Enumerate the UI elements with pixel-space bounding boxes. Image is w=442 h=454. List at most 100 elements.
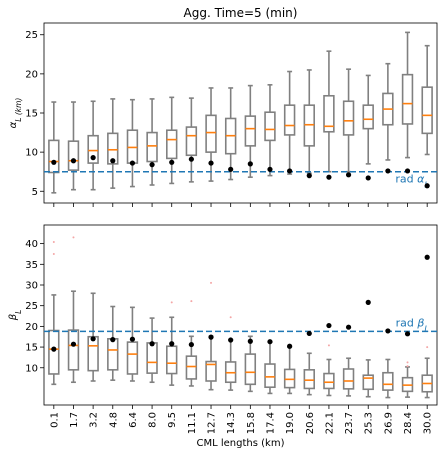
box-17.4 <box>265 85 275 176</box>
iqr-box <box>186 127 196 155</box>
box-0.1 <box>49 295 59 384</box>
x-tick-label: 30.0 <box>423 412 434 434</box>
estimate-point <box>130 337 135 342</box>
estimate-point <box>287 168 292 173</box>
y-tick-label: 15 <box>25 109 38 120</box>
x-tick-label: 25.3 <box>364 412 375 434</box>
box-12.7 <box>206 88 216 181</box>
y-tick-label: 20 <box>25 322 38 333</box>
box-20.6 <box>304 70 314 173</box>
panel-2: 10 15 20 25 30 35 40 βL 0.1 1.7 3.2 4.8 6.4 8.0 9.5 11.… <box>8 225 437 449</box>
estimate-point <box>366 300 371 305</box>
iqr-box <box>344 101 354 135</box>
box-22.1 <box>324 359 334 395</box>
iqr-box <box>363 105 373 128</box>
estimate-point <box>91 336 96 341</box>
y-tick-label: 5 <box>32 187 38 198</box>
iqr-box <box>245 116 255 146</box>
iqr-box <box>245 354 255 384</box>
x-tick-label: 20.6 <box>305 412 316 434</box>
iqr-box <box>147 343 157 373</box>
estimate-point <box>130 160 135 165</box>
box-23.7 <box>344 69 354 172</box>
estimate-point <box>326 175 331 180</box>
box-19.0 <box>285 347 295 393</box>
box-3.2 <box>88 101 98 189</box>
box-22.1 <box>324 51 334 172</box>
box-23.7 <box>344 358 354 396</box>
y-tick-label: 10 <box>25 363 38 374</box>
iqr-box <box>403 75 413 124</box>
estimate-point <box>267 339 272 344</box>
plot-frame <box>44 23 437 203</box>
estimate-point <box>307 173 312 178</box>
x-tick-label: 12.7 <box>207 412 218 434</box>
box-4.8 <box>108 307 118 381</box>
estimate-point <box>287 344 292 349</box>
box-11.1 <box>186 98 196 182</box>
iqr-box <box>285 369 295 387</box>
estimate-point <box>71 158 76 163</box>
x-tick-label: 9.5 <box>167 412 178 428</box>
estimate-point <box>149 341 154 346</box>
box-20.6 <box>304 353 314 394</box>
y-tick-label: 40 <box>25 239 38 250</box>
panel-1: Agg. Time=5 (min)510152025αL (km)rad αL <box>8 6 437 207</box>
estimate-point <box>326 323 331 328</box>
box-19.0 <box>285 72 295 175</box>
x-tick-label: 3.2 <box>89 412 100 428</box>
box-12.7 <box>206 336 216 389</box>
estimate-point <box>51 347 56 352</box>
box-17.4 <box>265 342 275 393</box>
box-26.9 <box>383 64 393 160</box>
iqr-box <box>186 356 196 379</box>
box-6.4 <box>128 100 138 187</box>
y-tick-label: 20 <box>25 69 38 80</box>
box-1.7 <box>69 291 79 382</box>
estimate-point <box>346 325 351 330</box>
outlier-point <box>53 253 55 255</box>
outlier-point <box>53 241 55 243</box>
iqr-box <box>285 105 295 135</box>
box-0.1 <box>49 102 59 193</box>
chart-title: Agg. Time=5 (min) <box>184 6 298 20</box>
iqr-box <box>324 374 334 389</box>
estimate-point <box>189 342 194 347</box>
x-tick-label: 14.3 <box>226 412 237 434</box>
estimate-point <box>385 168 390 173</box>
y-tick-label: 25 <box>25 30 38 41</box>
box-8.0 <box>147 318 157 382</box>
box-9.5 <box>167 317 177 385</box>
iqr-box <box>128 342 138 374</box>
x-tick-label: 23.7 <box>344 412 355 434</box>
box-14.3 <box>226 340 236 390</box>
x-tick-label: 28.4 <box>403 412 414 434</box>
x-tick-label: 15.8 <box>246 412 257 434</box>
estimate-point <box>385 328 390 333</box>
y-tick-label: 35 <box>25 260 38 271</box>
box-25.3 <box>363 360 373 397</box>
x-axis-label: CML lengths (km) <box>197 438 285 449</box>
estimate-point <box>110 158 115 163</box>
estimate-point <box>149 162 154 167</box>
box-28.4 <box>403 367 413 397</box>
box-9.5 <box>167 97 177 183</box>
iqr-box <box>49 140 59 172</box>
estimate-point <box>71 342 76 347</box>
estimate-point <box>366 175 371 180</box>
x-tick-label: 4.8 <box>108 412 119 428</box>
iqr-box <box>383 373 393 390</box>
estimate-point <box>91 155 96 160</box>
box-25.3 <box>363 75 373 163</box>
iqr-box <box>344 369 354 389</box>
outlier-point <box>190 300 192 302</box>
estimate-point <box>248 161 253 166</box>
estimate-point <box>267 167 272 172</box>
outlier-point <box>72 236 74 238</box>
estimate-point <box>228 167 233 172</box>
iqr-box <box>167 346 177 373</box>
x-tick-label: 26.9 <box>383 412 394 434</box>
box-28.4 <box>403 32 413 157</box>
outlier-point <box>171 301 173 303</box>
estimate-point <box>51 160 56 165</box>
